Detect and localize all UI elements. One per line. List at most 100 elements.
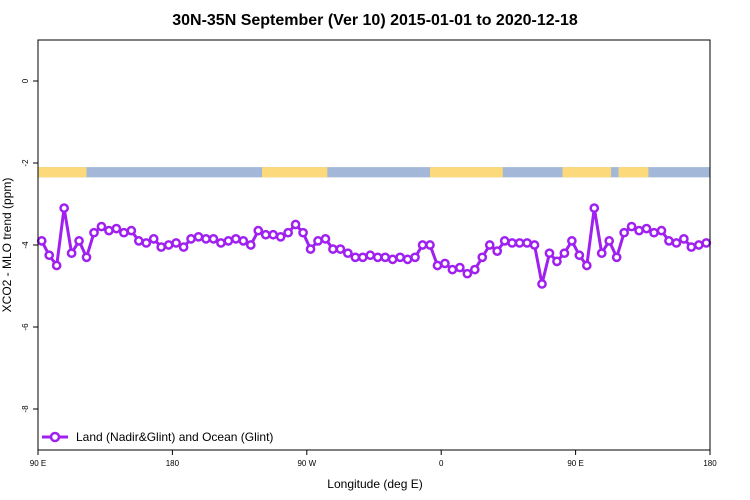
y-tick-label: -6 xyxy=(21,323,30,331)
data-point xyxy=(425,240,435,250)
data-point xyxy=(245,240,256,250)
data-point xyxy=(611,252,622,263)
y-tick-label: 0 xyxy=(21,78,30,83)
data-point xyxy=(231,234,241,244)
data-point xyxy=(447,264,458,275)
data-point xyxy=(283,227,293,238)
data-point xyxy=(320,234,331,244)
data-point xyxy=(126,225,137,236)
data-point xyxy=(387,254,398,265)
data-point xyxy=(664,236,674,246)
data-point xyxy=(216,238,226,248)
y-tick-label: -2 xyxy=(21,159,30,167)
y-tick-label: -4 xyxy=(21,241,30,249)
data-point xyxy=(649,227,659,238)
data-point xyxy=(395,252,405,263)
data-point xyxy=(410,252,420,263)
data-point xyxy=(484,240,495,250)
data-point xyxy=(507,238,517,248)
legend-marker xyxy=(49,431,61,443)
chart-title: 30N-35N September (Ver 10) 2015-01-01 to… xyxy=(172,12,578,29)
data-point xyxy=(619,227,629,238)
data-point xyxy=(492,246,503,256)
data-point xyxy=(693,240,704,250)
data-point xyxy=(208,234,219,244)
data-point xyxy=(552,256,562,267)
y-axis-label: XCO2 - MLO trend (ppm) xyxy=(0,178,14,313)
data-point xyxy=(514,238,525,248)
data-point xyxy=(656,225,667,236)
data-point xyxy=(469,264,480,275)
data-point xyxy=(201,234,211,244)
data-point xyxy=(313,236,323,246)
data-point xyxy=(343,248,353,259)
x-tick-label: 90 W xyxy=(297,459,316,468)
data-point xyxy=(148,234,159,244)
data-point xyxy=(529,240,540,250)
data-point xyxy=(141,238,152,248)
ocean-band xyxy=(38,167,710,178)
data-point xyxy=(574,250,585,261)
data-point xyxy=(51,260,62,271)
data-point xyxy=(477,252,488,263)
data-point xyxy=(238,236,249,246)
series-line xyxy=(40,206,707,286)
data-point xyxy=(186,234,196,244)
data-point xyxy=(298,227,308,238)
data-point xyxy=(626,221,637,232)
land-segment xyxy=(430,167,503,178)
data-point xyxy=(567,236,577,246)
data-point xyxy=(537,279,547,289)
data-point xyxy=(559,248,570,259)
data-point xyxy=(544,248,555,259)
data-point xyxy=(171,238,181,248)
data-point xyxy=(133,236,144,246)
data-point xyxy=(455,262,465,273)
data-point xyxy=(66,248,77,259)
data-point xyxy=(522,238,532,248)
data-point xyxy=(74,236,84,246)
data-point xyxy=(701,238,712,248)
data-point xyxy=(372,252,383,263)
data-point xyxy=(365,250,376,261)
land-segment xyxy=(38,167,87,178)
data-point xyxy=(380,252,391,263)
x-axis-label: Longitude (deg E) xyxy=(327,477,422,491)
data-point xyxy=(328,244,338,254)
data-point xyxy=(499,236,510,246)
land-segment xyxy=(618,167,641,178)
data-point xyxy=(111,223,122,234)
data-point xyxy=(350,252,361,263)
legend-label: Land (Nadir&Glint) and Ocean (Glint) xyxy=(76,430,273,444)
x-tick-label: 90 E xyxy=(30,459,46,468)
data-point xyxy=(686,242,697,252)
data-point xyxy=(305,244,316,254)
data-point xyxy=(223,236,234,246)
data-point xyxy=(462,268,473,279)
data-point xyxy=(96,221,107,232)
data-point xyxy=(440,258,450,269)
land-ocean-band xyxy=(38,167,710,178)
data-point xyxy=(89,227,99,238)
x-tick-label: 180 xyxy=(166,459,180,468)
data-point xyxy=(104,225,114,236)
data-point xyxy=(589,203,600,213)
series-layer xyxy=(36,203,712,289)
land-segment xyxy=(562,167,612,178)
data-point xyxy=(156,242,167,252)
data-point xyxy=(163,240,174,250)
data-point xyxy=(432,260,443,271)
data-point xyxy=(679,234,689,244)
data-point xyxy=(417,240,428,250)
data-point xyxy=(357,252,368,263)
x-tick-label: 180 xyxy=(703,459,717,468)
data-point xyxy=(641,223,652,234)
data-point xyxy=(253,225,264,236)
x-tick-label: 90 E xyxy=(567,459,583,468)
data-point xyxy=(634,225,644,236)
data-point xyxy=(596,248,607,259)
data-point xyxy=(59,203,69,213)
data-point xyxy=(268,229,279,240)
legend: Land (Nadir&Glint) and Ocean (Glint) xyxy=(42,430,273,444)
